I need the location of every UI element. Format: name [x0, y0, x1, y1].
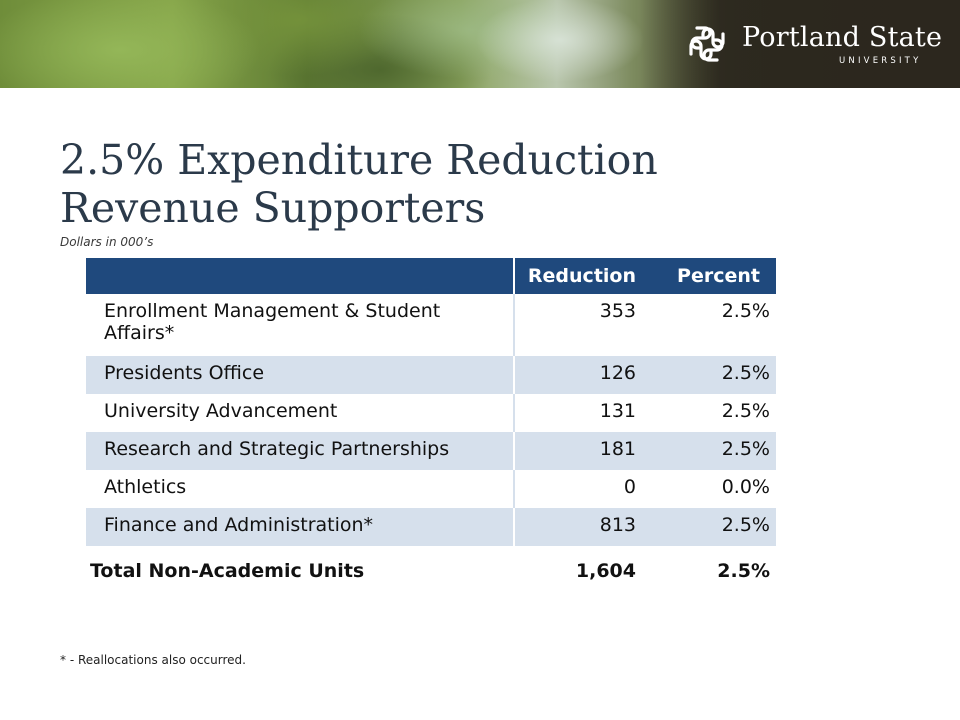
page-title: 2.5% Expenditure Reduction Revenue Suppo… [60, 136, 658, 232]
university-logo-icon [689, 26, 725, 62]
reduction-value: 353 [513, 294, 640, 356]
header-name-cell [86, 258, 514, 294]
reduction-value: 813 [513, 508, 640, 546]
total-row: Total Non-Academic Units 1,604 2.5% [86, 546, 776, 596]
header-banner: Portland State UNIVERSITY [0, 0, 960, 88]
percent-value: 2.5% [721, 300, 770, 322]
footnote: * - Reallocations also occurred. [60, 653, 246, 667]
reduction-value: 0 [513, 470, 640, 508]
table-row: Presidents Office 126 2.5% [86, 356, 776, 394]
unit-name: Finance and Administration* [104, 514, 374, 536]
title-line-2: Revenue Supporters [60, 184, 486, 232]
unit-name: University Advancement [104, 400, 338, 422]
total-reduction: 1,604 [575, 560, 636, 582]
unit-name: Presidents Office [104, 362, 265, 384]
table-row: Research and Strategic Partnerships 181 … [86, 432, 776, 470]
reduction-value: 131 [513, 394, 640, 432]
units-note: Dollars in 000’s [60, 235, 154, 249]
header-percent: Percent [677, 265, 760, 287]
unit-name: Enrollment Management & Student Affairs* [104, 300, 441, 344]
percent-value: 2.5% [721, 438, 770, 460]
percent-value: 2.5% [721, 362, 770, 384]
reduction-value: 181 [513, 432, 640, 470]
percent-value: 0.0% [721, 476, 770, 498]
total-percent: 2.5% [717, 560, 770, 582]
logo-subtitle: UNIVERSITY [839, 56, 922, 66]
reduction-value: 126 [513, 356, 640, 394]
title-line-1: 2.5% Expenditure Reduction [60, 136, 658, 184]
table-row: Athletics 0 0.0% [86, 470, 776, 508]
table-row: Finance and Administration* 813 2.5% [86, 508, 776, 546]
table-row: University Advancement 131 2.5% [86, 394, 776, 432]
percent-value: 2.5% [721, 400, 770, 422]
unit-name: Research and Strategic Partnerships [104, 438, 450, 460]
logo-name: Portland State [742, 22, 943, 53]
table-row: Enrollment Management & Student Affairs*… [86, 294, 776, 356]
percent-value: 2.5% [721, 514, 770, 536]
table-header-row: Reduction Percent [86, 258, 776, 294]
total-label: Total Non-Academic Units [90, 560, 365, 582]
unit-name: Athletics [104, 476, 187, 498]
reduction-table: Reduction Percent Enrollment Management … [86, 258, 776, 596]
header-reduction: Reduction [513, 258, 640, 294]
